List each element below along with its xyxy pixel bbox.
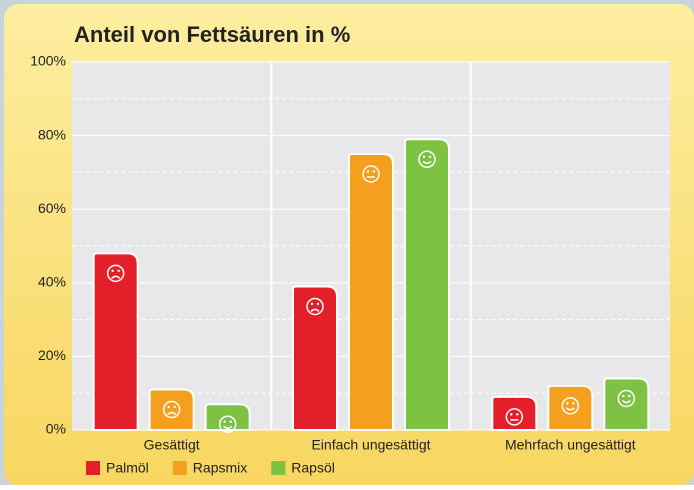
bar [206, 404, 250, 430]
chart: Anteil von Fettsäuren in % 0% 20% 40% 60% 80… [0, 0, 694, 485]
bar [604, 378, 648, 430]
bar [548, 386, 592, 430]
face-eye [167, 406, 169, 408]
bar [293, 286, 337, 430]
face-eye [117, 270, 119, 272]
face-eye [373, 170, 375, 172]
face-eye [572, 402, 574, 404]
face-eye [510, 413, 512, 415]
legend-swatch [271, 461, 285, 475]
y-tick-label: 20% [38, 347, 66, 363]
face-eye [311, 303, 313, 305]
face-eye [628, 395, 630, 397]
face-eye [516, 413, 518, 415]
face-eye [223, 421, 225, 423]
legend-swatch [86, 461, 100, 475]
y-tick-label: 60% [38, 200, 66, 216]
y-tick-label: 0% [46, 421, 66, 437]
bar [94, 253, 138, 430]
legend-label: Rapsmix [193, 460, 247, 476]
face-eye [566, 402, 568, 404]
x-tick-label: Einfach ungesättigt [311, 437, 430, 453]
legend-label: Rapsöl [291, 460, 335, 476]
bar [150, 390, 194, 430]
bar [349, 154, 393, 430]
x-tick-label: Gesättigt [144, 437, 200, 453]
face-eye [173, 406, 175, 408]
legend-label: Palmöl [106, 460, 149, 476]
bar [405, 139, 449, 430]
legend-swatch [173, 461, 187, 475]
face-eye [367, 170, 369, 172]
face-eye [622, 395, 624, 397]
face-eye [429, 156, 431, 158]
y-tick-label: 80% [38, 126, 66, 142]
x-tick-label: Mehrfach ungesättigt [505, 437, 636, 453]
chart-title: Anteil von Fettsäuren in % [74, 22, 350, 47]
face-eye [229, 421, 231, 423]
y-tick-label: 40% [38, 274, 66, 290]
face-eye [111, 270, 113, 272]
face-eye [423, 156, 425, 158]
face-eye [317, 303, 319, 305]
y-tick-label: 100% [30, 53, 66, 69]
